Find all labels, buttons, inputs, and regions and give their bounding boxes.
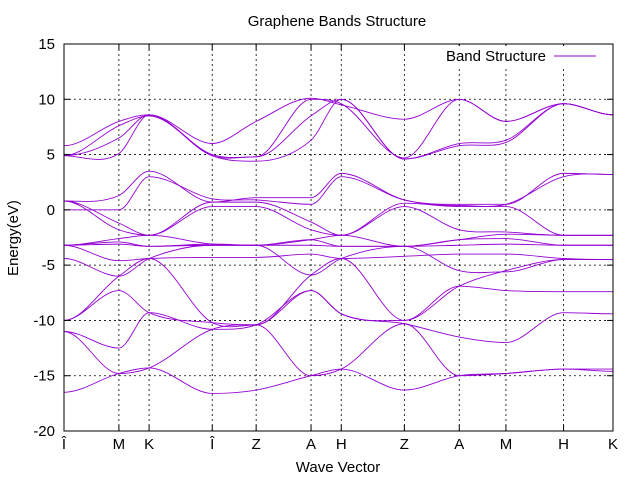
x-tick-label: K [608,436,618,453]
band-line-2 [63,323,614,377]
y-tick-label: -20 [33,423,55,440]
x-tick-label: Z [400,436,409,453]
grid [64,44,613,431]
x-tick-label: H [558,436,569,453]
x-tick-label: M [500,436,513,453]
band-line-16 [63,98,614,160]
y-tick-label: -5 [42,257,55,274]
y-tick-labels: -20 -15 -10 -5 0 5 10 15 [33,36,55,440]
band-line-7 [63,244,614,262]
x-tick-label: K [144,436,154,453]
band-line-1 [63,367,613,394]
band-line-14 [63,170,614,205]
bands [63,97,614,394]
y-axis-label: Energy(eV) [5,200,22,276]
band-line-5 [63,258,613,328]
band-line-3 [63,290,614,349]
y-tick-label: 10 [38,91,55,108]
legend-label: Band Structure [446,48,546,65]
legend: Band Structure [434,46,606,66]
x-tick-label: A [306,436,316,453]
x-tick-label: Î [209,436,215,453]
x-tick-label: A [454,436,464,453]
band-line-9 [63,238,613,247]
band-line-15 [63,98,614,162]
ticks [63,43,614,432]
y-tick-label: 15 [38,36,55,53]
x-tick-label: H [336,436,347,453]
band-line-17 [63,98,614,159]
x-tick-label: M [113,436,126,453]
legend-background [434,46,606,66]
chart-title: Graphene Bands Structure [248,13,426,30]
y-tick-label: 0 [47,202,55,219]
y-tick-label: -15 [33,368,55,385]
x-tick-label: Z [252,436,261,453]
band-line-13 [64,173,614,211]
band-line-4 [63,285,613,326]
x-axis-label: Wave Vector [296,459,380,476]
band-line-12 [63,200,613,236]
x-tick-label: Î [61,436,67,453]
plot-frame [63,43,614,432]
band-line-18 [63,97,614,147]
band-line-6 [63,244,613,277]
y-tick-label: 5 [47,147,55,164]
y-tick-label: -10 [33,312,55,329]
